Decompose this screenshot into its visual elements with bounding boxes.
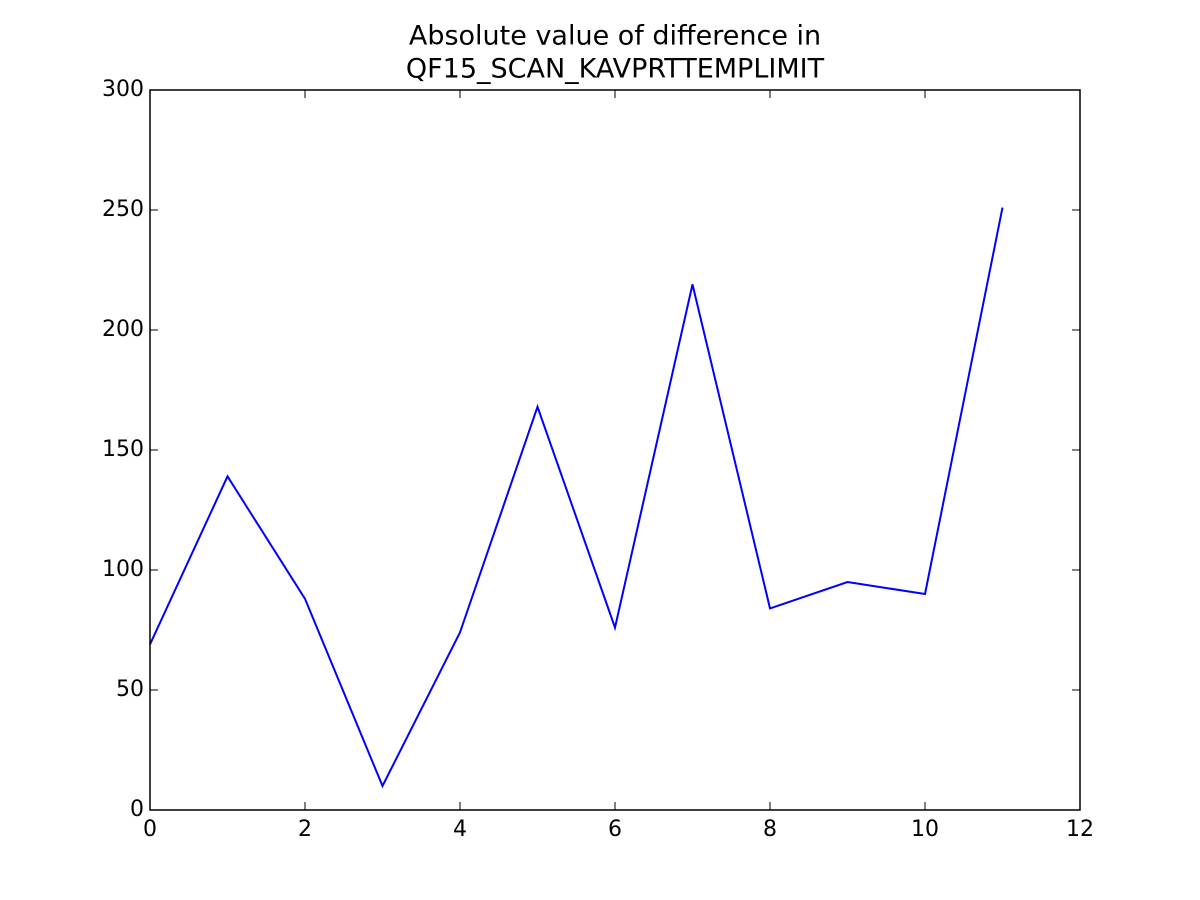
data-line [149,207,1004,789]
x-tick-label: 12 [1066,817,1094,842]
x-tick-label: 2 [298,817,312,842]
y-tick-label: 250 [102,197,144,222]
x-tick-label: 4 [453,817,467,842]
chart-title: Absolute value of difference in [409,21,821,52]
x-tick-label: 0 [143,817,157,842]
x-tick-label: 6 [608,817,622,842]
y-tick-label: 200 [102,317,144,342]
y-tick-label: 100 [102,557,144,582]
y-tick-label: 300 [102,77,144,102]
x-tick-label: 10 [911,817,939,842]
plot-frame [149,89,1081,811]
y-tick-label: 150 [102,437,144,462]
x-tick-label: 8 [763,817,777,842]
y-tick-label: 50 [116,677,144,702]
chart-title: QF15_SCAN_KAVPRTTEMPLIMIT [406,54,825,85]
y-tick-label: 0 [130,797,144,822]
